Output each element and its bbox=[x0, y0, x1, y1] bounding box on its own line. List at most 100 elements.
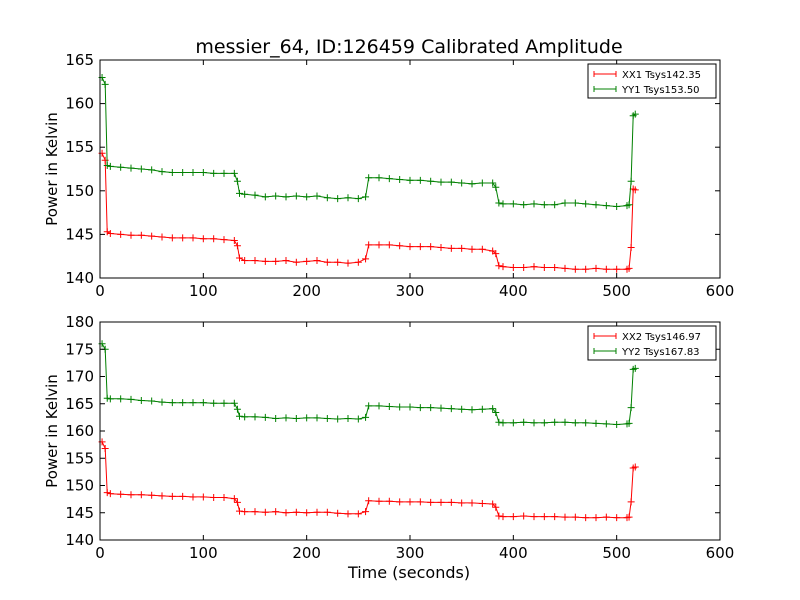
data-point bbox=[261, 508, 269, 516]
series-line bbox=[101, 77, 636, 208]
data-point bbox=[551, 513, 559, 521]
data-point bbox=[375, 174, 383, 182]
data-point bbox=[251, 191, 259, 199]
data-point bbox=[303, 414, 311, 422]
data-point bbox=[189, 493, 197, 501]
data-point bbox=[427, 177, 435, 185]
data-point bbox=[344, 510, 352, 518]
data-point bbox=[582, 265, 590, 273]
data-point bbox=[251, 508, 259, 516]
data-point bbox=[292, 192, 300, 200]
legend-entry: XX1 Tsys142.35 bbox=[593, 70, 701, 81]
data-point bbox=[489, 500, 497, 508]
y-axis-label: Power in Kelvin bbox=[43, 374, 61, 488]
data-point bbox=[427, 404, 435, 412]
y-tick-label: 140 bbox=[65, 269, 94, 287]
data-point bbox=[334, 415, 342, 423]
data-point bbox=[458, 405, 466, 413]
data-point bbox=[631, 364, 639, 372]
data-point bbox=[117, 163, 125, 171]
data-point bbox=[241, 190, 249, 198]
data-point bbox=[561, 513, 569, 521]
data-point bbox=[179, 168, 187, 176]
data-point bbox=[468, 245, 476, 253]
legend-entry: YY1 Tsys153.50 bbox=[593, 85, 700, 96]
data-point bbox=[137, 396, 145, 404]
data-point bbox=[179, 399, 187, 407]
x-axis-label: Time (seconds) bbox=[347, 563, 470, 582]
data-point bbox=[468, 499, 476, 507]
data-point bbox=[210, 235, 218, 243]
data-point bbox=[362, 255, 370, 263]
data-point bbox=[365, 497, 373, 505]
y-tick-label: 155 bbox=[65, 449, 94, 467]
data-point bbox=[344, 194, 352, 202]
data-point bbox=[233, 177, 241, 185]
data-point bbox=[571, 199, 579, 207]
data-point bbox=[489, 405, 497, 413]
y-tick-label: 145 bbox=[65, 504, 94, 522]
data-point bbox=[189, 399, 197, 407]
data-point bbox=[362, 413, 370, 421]
data-point bbox=[375, 402, 383, 410]
data-point bbox=[447, 405, 455, 413]
legend-marker bbox=[593, 348, 617, 354]
data-point bbox=[199, 168, 207, 176]
data-point bbox=[168, 168, 176, 176]
data-point bbox=[396, 175, 404, 183]
data-point bbox=[478, 405, 486, 413]
data-point bbox=[458, 499, 466, 507]
data-point bbox=[127, 164, 135, 172]
data-point bbox=[158, 233, 166, 241]
data-point bbox=[492, 183, 500, 191]
data-point bbox=[251, 257, 259, 265]
y-tick-label: 170 bbox=[65, 368, 94, 386]
data-point bbox=[406, 243, 414, 251]
data-point bbox=[509, 419, 517, 427]
data-point bbox=[313, 508, 321, 516]
data-point bbox=[492, 250, 500, 258]
series-2 bbox=[98, 73, 639, 210]
data-point bbox=[540, 264, 548, 272]
data-point bbox=[396, 242, 404, 250]
data-point bbox=[625, 513, 633, 521]
legend-label: YY1 Tsys153.50 bbox=[621, 85, 700, 96]
data-point bbox=[323, 194, 331, 202]
x-tick-label: 300 bbox=[396, 544, 425, 562]
data-point bbox=[282, 414, 290, 422]
data-point bbox=[396, 498, 404, 506]
data-point bbox=[272, 192, 280, 200]
legend: XX1 Tsys142.35 YY1 Tsys153.50 bbox=[587, 63, 717, 99]
legend-entry: YY2 Tsys167.83 bbox=[593, 347, 700, 358]
legend-label: XX2 Tsys146.97 bbox=[622, 332, 701, 343]
data-point bbox=[375, 241, 383, 249]
data-point bbox=[179, 234, 187, 242]
data-point bbox=[236, 254, 243, 262]
data-point bbox=[106, 230, 114, 238]
data-point bbox=[613, 420, 621, 428]
data-point bbox=[627, 498, 635, 506]
data-point bbox=[313, 257, 321, 265]
data-point bbox=[303, 193, 311, 201]
data-point bbox=[168, 234, 176, 242]
x-tick-label: 300 bbox=[396, 282, 425, 300]
data-point bbox=[323, 258, 331, 266]
y-tick-label: 175 bbox=[65, 340, 94, 358]
y-tick-label: 150 bbox=[65, 182, 94, 200]
data-point bbox=[168, 492, 176, 500]
x-tick-label: 200 bbox=[292, 544, 321, 562]
data-point bbox=[117, 230, 125, 238]
data-point bbox=[437, 243, 445, 251]
data-point bbox=[495, 418, 503, 426]
data-point bbox=[303, 509, 311, 517]
data-point bbox=[499, 263, 507, 271]
data-point bbox=[478, 499, 486, 507]
x-tick-label: 100 bbox=[189, 282, 218, 300]
data-point bbox=[233, 498, 241, 506]
data-point bbox=[101, 80, 109, 88]
data-point bbox=[627, 404, 635, 412]
data-point bbox=[495, 199, 503, 207]
data-point bbox=[148, 397, 156, 405]
legend-marker bbox=[593, 71, 617, 77]
data-point bbox=[427, 243, 435, 251]
